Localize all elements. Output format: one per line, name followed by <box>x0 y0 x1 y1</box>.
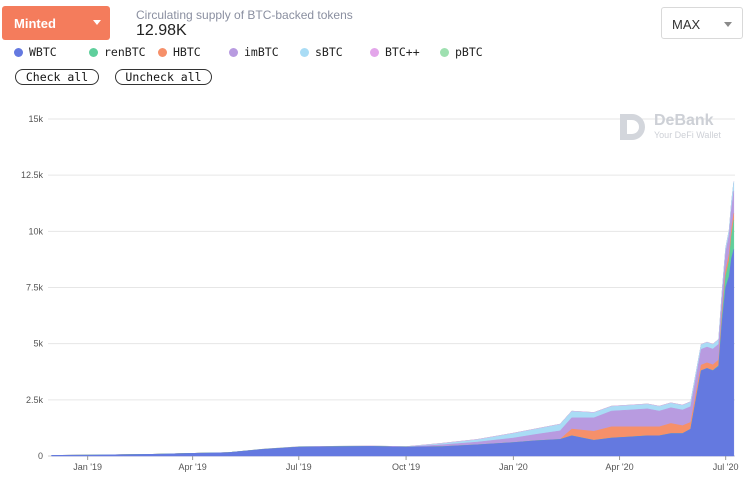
time-range-label: MAX <box>672 17 701 32</box>
x-tick-label: Jan '19 <box>73 462 102 472</box>
watermark-title: DeBank <box>654 112 714 129</box>
legend-dot-icon <box>300 48 309 57</box>
y-tick-label: 2.5k <box>26 395 44 405</box>
legend-dot-icon <box>440 48 449 57</box>
x-tick-label: Jul '19 <box>286 462 312 472</box>
x-tick-label: Apr '19 <box>179 462 207 472</box>
chevron-down-icon <box>93 20 101 25</box>
metric-dropdown[interactable]: Minted <box>2 6 110 40</box>
uncheck-all-button[interactable]: Uncheck all <box>115 69 212 85</box>
chevron-down-icon <box>724 22 732 27</box>
y-tick-label: 15k <box>28 114 43 124</box>
legend-dot-icon <box>370 48 379 57</box>
debank-logo-icon <box>620 114 645 140</box>
legend-label: pBTC <box>455 45 483 59</box>
legend-dot-icon <box>229 48 238 57</box>
x-tick-label: Oct '19 <box>392 462 420 472</box>
y-tick-label: 0 <box>38 451 43 461</box>
check-all-button[interactable]: Check all <box>15 69 99 85</box>
legend-label: HBTC <box>173 45 201 59</box>
series-areas <box>51 181 735 457</box>
legend-item-imbtc[interactable]: imBTC <box>229 45 279 59</box>
legend-item-wbtc[interactable]: WBTC <box>14 45 57 59</box>
legend-item-pbtc[interactable]: pBTC <box>440 45 483 59</box>
legend-label: sBTC <box>315 45 343 59</box>
time-range-dropdown[interactable]: MAX <box>661 7 743 39</box>
chart-subtitle: Circulating supply of BTC-backed tokens <box>136 8 353 22</box>
legend-dot-icon <box>89 48 98 57</box>
legend-label: renBTC <box>104 45 146 59</box>
y-tick-label: 12.5k <box>21 170 44 180</box>
legend-item-btcpp[interactable]: BTC++ <box>370 45 420 59</box>
legend-item-sbtc[interactable]: sBTC <box>300 45 343 59</box>
legend-dot-icon <box>158 48 167 57</box>
legend-label: WBTC <box>29 45 57 59</box>
y-tick-label: 5k <box>33 339 43 349</box>
legend-item-hbtc[interactable]: HBTC <box>158 45 201 59</box>
legend-dot-icon <box>14 48 23 57</box>
supply-value: 12.98K <box>136 22 187 39</box>
legend-label: BTC++ <box>385 45 420 59</box>
metric-dropdown-label: Minted <box>14 16 56 31</box>
y-tick-label: 7.5k <box>26 283 44 293</box>
watermark-subtitle: Your DeFi Wallet <box>654 130 721 140</box>
series-area-imbtc <box>51 190 735 456</box>
x-tick-label: Apr '20 <box>605 462 633 472</box>
y-tick-label: 10k <box>28 226 43 236</box>
series-area-wbtc <box>51 249 735 457</box>
legend-item-renbtc[interactable]: renBTC <box>89 45 146 59</box>
axes: 0 2.5k 5k 7.5k 10k 12.5k 15k Jan '19 Apr '19 Jul … <box>21 114 739 472</box>
x-tick-label: Jan '20 <box>499 462 528 472</box>
legend-label: imBTC <box>244 45 279 59</box>
x-tick-label: Jul '20 <box>713 462 739 472</box>
